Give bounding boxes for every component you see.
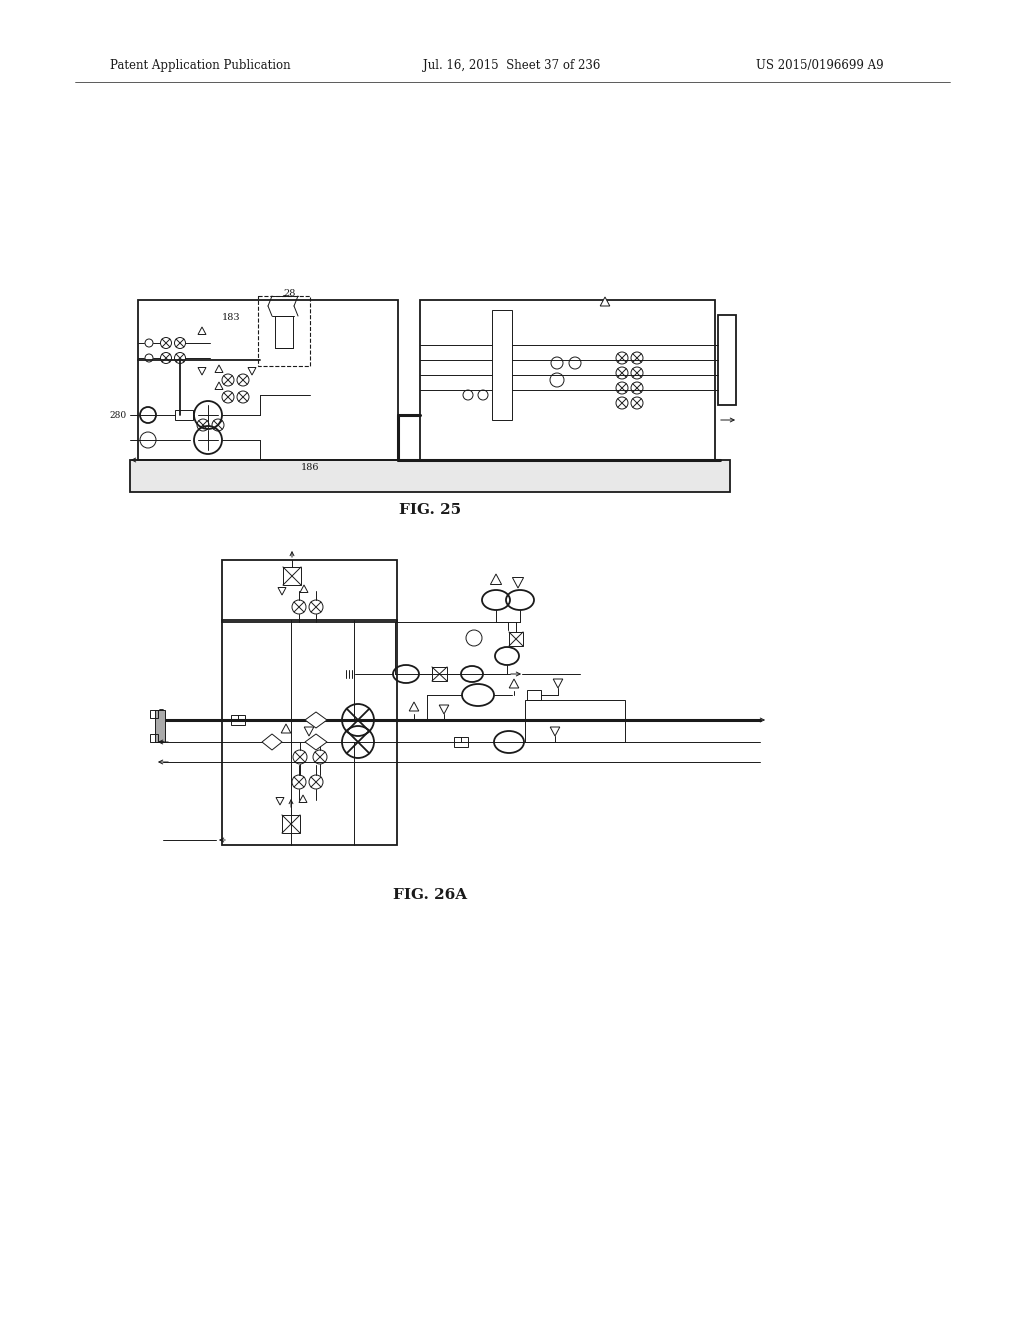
Bar [258,296,310,366]
Bar [420,300,715,459]
Bar [718,315,736,405]
Bar [432,667,447,681]
Bar [527,690,541,700]
Bar [130,459,730,492]
Polygon shape [304,727,313,737]
Bar [525,700,625,742]
Polygon shape [553,678,563,688]
Polygon shape [509,678,519,688]
Bar [509,632,523,645]
Polygon shape [215,381,223,389]
Text: 186: 186 [301,463,319,473]
Polygon shape [490,574,502,585]
Bar [138,300,398,459]
Bar [150,734,158,742]
Text: 280: 280 [110,411,127,420]
Polygon shape [282,723,291,733]
Polygon shape [278,587,286,595]
Bar [283,568,301,585]
Polygon shape [300,585,308,593]
Bar [492,310,512,420]
Text: Jul. 16, 2015  Sheet 37 of 236: Jul. 16, 2015 Sheet 37 of 236 [423,58,601,71]
Polygon shape [276,797,284,805]
Bar [155,710,165,742]
Bar [175,411,193,420]
Polygon shape [410,702,419,711]
Polygon shape [305,711,327,729]
Bar [275,315,293,348]
Polygon shape [512,578,523,587]
Bar [454,737,468,747]
Bar [222,560,397,622]
Polygon shape [305,734,327,750]
Polygon shape [198,327,206,334]
Polygon shape [600,297,610,306]
Text: US 2015/0196699 A9: US 2015/0196699 A9 [756,58,884,71]
Polygon shape [550,727,560,737]
Bar [231,715,245,725]
Text: FIG. 26A: FIG. 26A [393,888,467,902]
Polygon shape [262,734,282,750]
Text: 183: 183 [222,314,241,322]
Polygon shape [215,366,223,372]
Text: Patent Application Publication: Patent Application Publication [110,58,291,71]
Bar [150,710,158,718]
Bar [282,814,300,833]
Polygon shape [299,795,307,803]
Polygon shape [439,705,449,714]
Polygon shape [198,367,206,375]
Text: 28: 28 [283,289,295,297]
Bar [222,620,397,845]
Polygon shape [248,367,256,375]
Text: FIG. 25: FIG. 25 [399,503,461,517]
